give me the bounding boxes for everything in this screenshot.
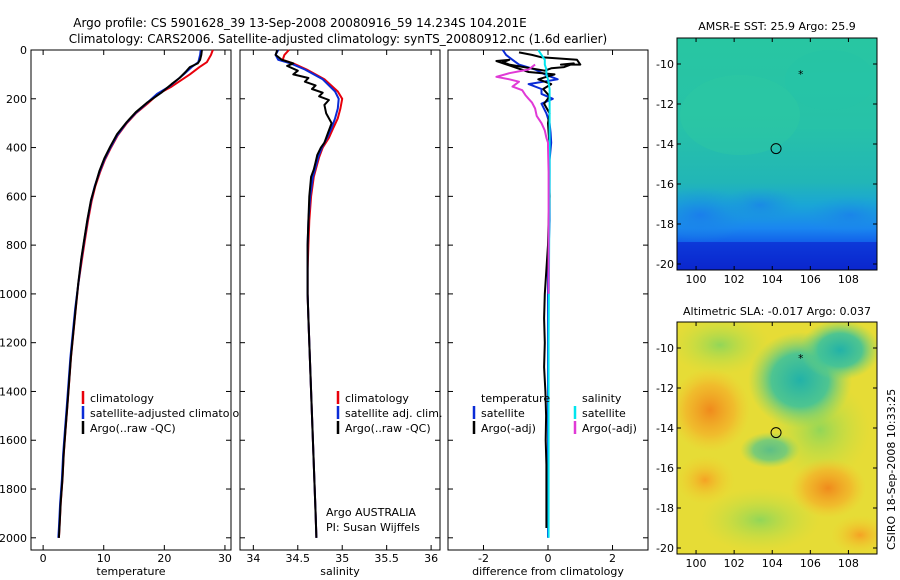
y-tick-label: 1800 bbox=[0, 483, 27, 496]
legend-label-satellite-adjusted: satellite-adjusted climatology bbox=[90, 407, 253, 420]
x-tick-label: 0 bbox=[40, 552, 47, 565]
y-tick-label: 1200 bbox=[0, 337, 27, 350]
x-tick-label: 2 bbox=[609, 552, 616, 565]
legend-header-temperature: temperature bbox=[481, 392, 550, 405]
x-tick-label: 20 bbox=[157, 552, 171, 565]
y-tick-label: 200 bbox=[6, 93, 27, 106]
figure-title-line2: Climatology: CARS2006. Satellite-adjuste… bbox=[69, 32, 607, 46]
x-tick-label: 0 bbox=[545, 552, 552, 565]
side-credit-text: CSIRO 18-Sep-2008 10:33:25 bbox=[885, 389, 898, 550]
legend-label-temp-satellite: satellite bbox=[481, 407, 525, 420]
map-x-tick-label: 108 bbox=[838, 557, 859, 570]
legend-label-climatology: climatology bbox=[90, 392, 154, 405]
argo-pi-label: PI: Susan Wijffels bbox=[326, 521, 420, 534]
map-x-tick-label: 102 bbox=[724, 273, 745, 286]
temperature-legend: climatology satellite-adjusted climatolo… bbox=[81, 391, 253, 435]
sst-map-frame bbox=[676, 37, 878, 271]
legend-label-argo-raw: Argo(..raw -QC) bbox=[345, 422, 431, 435]
sla-map-panel: Altimetric SLA: -0.017 Argo: 0.037 100 10… bbox=[656, 305, 878, 570]
x-tick-label: 30 bbox=[218, 552, 232, 565]
map-x-tick-label: 100 bbox=[686, 273, 707, 286]
sst-map-field bbox=[677, 38, 877, 270]
sst-map-panel: AMSR-E SST: 25.9 Argo: 25.9 100 102 104 106… bbox=[656, 20, 878, 286]
legend-label-satellite-adj: satellite adj. clim. bbox=[345, 407, 442, 420]
map-y-tick-label: -18 bbox=[656, 502, 674, 515]
series-line-argo-raw-qc- bbox=[57, 49, 203, 538]
sla-map-frame bbox=[676, 321, 878, 555]
y-tick-label: 400 bbox=[6, 142, 27, 155]
x-tick-label: 35.5 bbox=[374, 552, 399, 565]
y-tick-label: 1000 bbox=[0, 288, 27, 301]
map-y-tick-label: -16 bbox=[656, 178, 674, 191]
map-y-tick-label: -14 bbox=[656, 422, 674, 435]
map-y-tick-label: -12 bbox=[656, 98, 674, 111]
argo-position-marker bbox=[770, 143, 782, 155]
map-x-tick-label: 102 bbox=[724, 557, 745, 570]
sst-map-title: AMSR-E SST: 25.9 Argo: 25.9 bbox=[698, 20, 856, 33]
map-y-tick-label: -20 bbox=[656, 258, 674, 271]
legend-header-salinity: salinity bbox=[582, 392, 622, 405]
legend-label-climatology: climatology bbox=[345, 392, 409, 405]
x-tick-label: 10 bbox=[97, 552, 111, 565]
map-x-tick-label: 106 bbox=[800, 273, 821, 286]
star-marker: * bbox=[798, 353, 803, 365]
argo-program-label: Argo AUSTRALIA bbox=[326, 506, 416, 519]
x-tick-label: 36 bbox=[424, 552, 438, 565]
series-line-argo-raw-qc- bbox=[274, 49, 333, 538]
map-y-tick-label: -18 bbox=[656, 218, 674, 231]
y-tick-label: 800 bbox=[6, 239, 27, 252]
legend-label-temp-argo: Argo(-adj) bbox=[481, 422, 536, 435]
legend-label-argo-raw: Argo(..raw -QC) bbox=[90, 422, 176, 435]
map-y-tick-label: -16 bbox=[656, 462, 674, 475]
series-line-temperature-argo-adj- bbox=[495, 51, 582, 528]
map-x-tick-label: 100 bbox=[686, 557, 707, 570]
series-line-salinity-satellite bbox=[537, 49, 551, 538]
difference-legend: temperature salinity satellite Argo(-adj… bbox=[472, 392, 637, 435]
x-tick-label: -2 bbox=[478, 552, 489, 565]
y-tick-label: 600 bbox=[6, 190, 27, 203]
map-x-tick-label: 104 bbox=[762, 273, 783, 286]
difference-xlabel: difference from climatology bbox=[472, 565, 624, 578]
map-x-tick-label: 104 bbox=[762, 557, 783, 570]
temperature-profile-panel: 0 10 20 30 0 200 400 600 800 1000 1200 1400 1600 1800… bbox=[0, 44, 253, 578]
difference-profile-panel: -2 0 2 difference from climatology tempera… bbox=[447, 49, 649, 578]
x-tick-label: 34 bbox=[246, 552, 260, 565]
salinity-xlabel: salinity bbox=[320, 565, 360, 578]
sla-map-title: Altimetric SLA: -0.017 Argo: 0.037 bbox=[683, 305, 871, 318]
sla-map-field bbox=[677, 322, 877, 554]
map-y-tick-label: -10 bbox=[656, 58, 674, 71]
map-x-tick-label: 108 bbox=[838, 273, 859, 286]
y-tick-label: 0 bbox=[20, 44, 27, 57]
star-marker: * bbox=[798, 69, 803, 81]
map-y-tick-label: -14 bbox=[656, 138, 674, 151]
salinity-plot-frame bbox=[239, 49, 441, 551]
x-tick-label: 35 bbox=[335, 552, 349, 565]
map-y-tick-label: -12 bbox=[656, 382, 674, 395]
y-tick-label: 1400 bbox=[0, 385, 27, 398]
map-x-tick-label: 106 bbox=[800, 557, 821, 570]
y-tick-label: 1600 bbox=[0, 434, 27, 447]
map-y-tick-label: -20 bbox=[656, 542, 674, 555]
temperature-xlabel: temperature bbox=[96, 565, 165, 578]
map-y-tick-label: -10 bbox=[656, 342, 674, 355]
x-tick-label: 34.5 bbox=[286, 552, 311, 565]
y-tick-label: 2000 bbox=[0, 532, 27, 545]
salinity-legend: climatology satellite adj. clim. Argo(..… bbox=[336, 391, 442, 435]
legend-label-sal-argo: Argo(-adj) bbox=[582, 422, 637, 435]
figure-title-line1: Argo profile: CS 5901628_39 13-Sep-2008 … bbox=[73, 16, 527, 30]
series-line-salinity-argo-adj- bbox=[495, 63, 550, 294]
legend-label-sal-satellite: satellite bbox=[582, 407, 626, 420]
argo-position-marker bbox=[770, 427, 782, 439]
salinity-profile-panel: 34 34.5 35 35.5 36 salinity climatology sate… bbox=[239, 49, 442, 578]
temperature-plot-frame bbox=[30, 49, 232, 551]
